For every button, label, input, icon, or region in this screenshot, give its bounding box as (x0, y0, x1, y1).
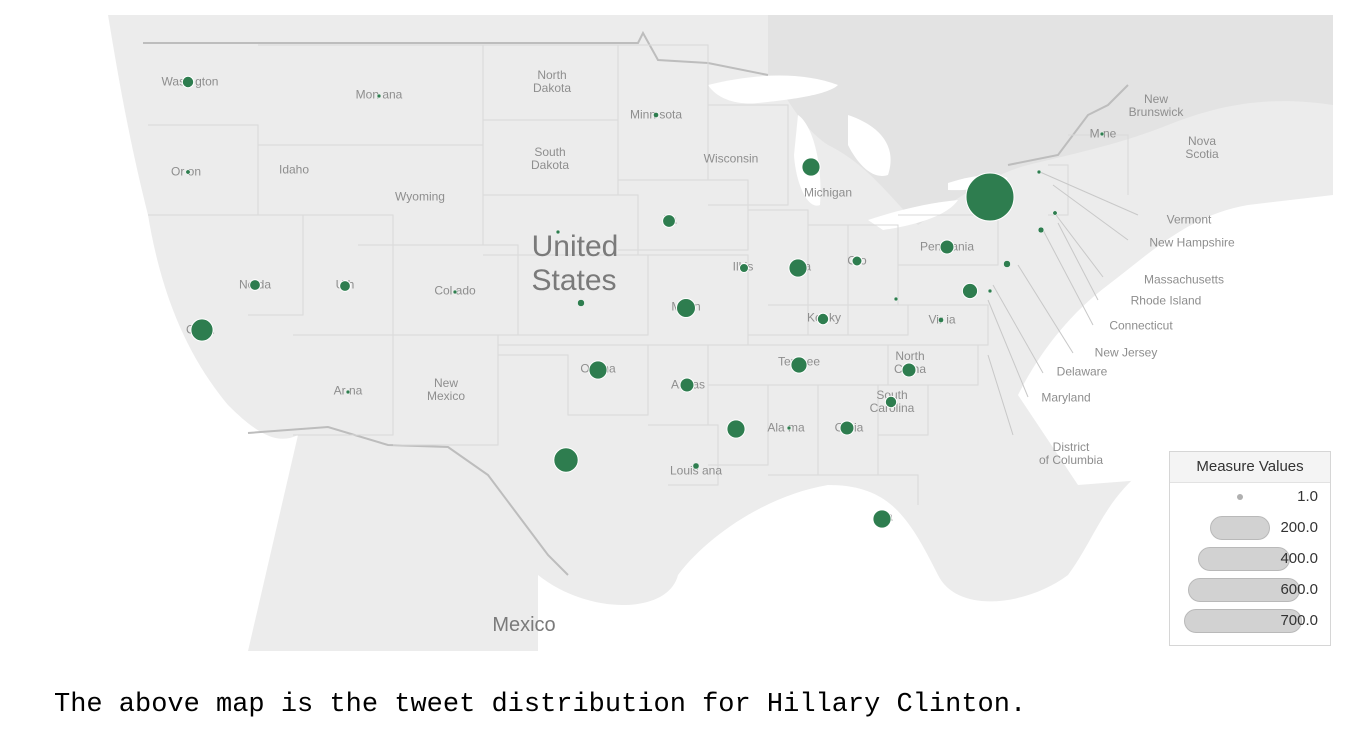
legend-label: 400.0 (1280, 550, 1318, 567)
state-label-alabama: Ala ma (767, 420, 805, 435)
tweet-bubble-washington[interactable] (181, 75, 195, 89)
state-label-newjersey: New Jersey (1094, 345, 1158, 360)
tweet-bubble-illinois[interactable] (739, 263, 749, 273)
map-base (68, 15, 1333, 651)
tweet-bubble-kentucky[interactable] (816, 312, 830, 326)
tweet-bubble-oregon[interactable] (185, 169, 191, 175)
tweet-bubble-nebraska[interactable] (555, 229, 561, 235)
lake-superior (708, 75, 838, 104)
tweet-bubble-pennsylvania[interactable] (939, 239, 955, 255)
country-label-mexico: Mexico (492, 614, 556, 636)
legend-swatch (1198, 547, 1290, 571)
tweet-bubble-florida[interactable] (872, 509, 892, 529)
state-label-newmexico: New Mexico (426, 376, 466, 403)
state-label-novascotia: Nova Scotia (1185, 134, 1219, 161)
tweet-bubble-colorado[interactable] (452, 289, 458, 295)
tweet-bubble-utah[interactable] (339, 280, 351, 292)
legend-item: 1.0 (1170, 482, 1330, 512)
state-label-maryland: Maryland (1041, 390, 1091, 405)
tweet-bubble-louisiana[interactable] (692, 462, 700, 470)
tweet-bubble-nevada[interactable] (249, 279, 261, 291)
canada-border (143, 30, 1129, 166)
tweet-bubble-texas[interactable] (553, 447, 579, 473)
callout-lines (987, 171, 1139, 436)
tweet-bubble-new-york[interactable] (965, 172, 1015, 222)
legend-swatch (1210, 516, 1270, 540)
state-label-southdakota: South Dakota (530, 145, 570, 172)
tweet-bubble-vermont[interactable] (1036, 169, 1042, 175)
atlantic-ocean (1018, 195, 1333, 485)
state-label-wyoming: Wyoming (395, 189, 445, 204)
state-label-delaware: Delaware (1056, 364, 1108, 379)
tweet-bubble-kansas[interactable] (577, 299, 585, 307)
tweet-bubble-arkansas[interactable] (679, 377, 695, 393)
legend-item: 200.0 (1170, 513, 1330, 543)
tweet-bubble-massachusetts[interactable] (1052, 210, 1058, 216)
tweet-bubble-missouri[interactable] (676, 298, 696, 318)
state-label-idaho: Idaho (278, 162, 310, 177)
legend-label: 700.0 (1280, 612, 1318, 629)
state-label-vermont: Vermont (1166, 212, 1212, 227)
tweet-bubble-virginia[interactable] (938, 317, 944, 323)
mexico-border (247, 425, 569, 576)
state-label-connecticut: Connecticut (1109, 318, 1173, 333)
tweet-bubble-delaware[interactable] (987, 288, 993, 294)
state-label-newhampshire: New Hampshire (1149, 235, 1235, 250)
tweet-bubble-montana[interactable] (376, 93, 382, 99)
state-label-newbrunswick: New Brunswick (1128, 92, 1184, 119)
hudson-bay-area (768, 15, 1333, 225)
legend-title: Measure Values (1170, 452, 1330, 483)
tweet-bubble-virginia-maryland[interactable] (961, 282, 979, 300)
legend-label: 200.0 (1280, 519, 1318, 536)
legend-item: 400.0 (1170, 544, 1330, 574)
legend-swatch (1184, 609, 1302, 633)
tweet-bubble-new-jersey[interactable] (1003, 260, 1011, 268)
tweet-bubble-indiana[interactable] (788, 258, 808, 278)
tweet-bubble-minnesota[interactable] (653, 112, 659, 118)
tweet-bubble-alabama[interactable] (786, 425, 792, 431)
tweet-bubble-north-carolina[interactable] (901, 362, 917, 378)
tweet-bubble-arizona[interactable] (345, 389, 351, 395)
state-label-dc: District of Columbia (1038, 440, 1104, 467)
tweet-bubble-connecticut[interactable] (1037, 226, 1045, 234)
state-label-northdakota: North Dakota (532, 68, 572, 95)
bubble-layer (181, 75, 1105, 529)
state-label-michigan: Michigan (803, 185, 853, 200)
tweet-bubble-oklahoma[interactable] (588, 360, 608, 380)
state-label-wisconsin: Wisconsin (703, 151, 759, 166)
gulf-of-mexico (538, 435, 1333, 651)
tweet-bubble-west-virginia[interactable] (893, 296, 899, 302)
state-label-massachusetts: Massachusetts (1143, 272, 1225, 287)
tweet-bubble-tennessee[interactable] (790, 356, 808, 374)
legend-item: 700.0 (1170, 606, 1330, 636)
legend-label: 1.0 (1297, 488, 1318, 505)
legend-label: 600.0 (1280, 581, 1318, 598)
state-label-louisiana: Louis ana (669, 463, 723, 478)
legend-swatch (1237, 494, 1243, 500)
tweet-bubble-michigan[interactable] (801, 157, 821, 177)
tweet-bubble-maine[interactable] (1099, 131, 1105, 137)
tweet-bubble-iowa[interactable] (662, 214, 676, 228)
country-label-states: States (531, 264, 617, 297)
lake-huron (848, 115, 891, 176)
country-label-united: United (531, 230, 619, 263)
state-borders (148, 44, 1129, 505)
tweet-bubble-alabama-mississippi[interactable] (726, 419, 746, 439)
pacific-ocean (68, 15, 298, 651)
legend-panel[interactable]: Measure Values 1.0 200.0 400.0 600.0 700… (1169, 451, 1331, 646)
tweet-bubble-georgia[interactable] (839, 420, 855, 436)
tweet-bubble-south-carolina[interactable] (884, 395, 898, 409)
tweet-bubble-ohio[interactable] (851, 255, 863, 267)
caption-text: The above map is the tweet distribution … (54, 690, 1027, 720)
state-label-rhodeisland: Rhode Island (1130, 293, 1202, 308)
legend-swatch (1188, 578, 1300, 602)
tweet-bubble-california[interactable] (190, 318, 214, 342)
legend-item: 600.0 (1170, 575, 1330, 605)
